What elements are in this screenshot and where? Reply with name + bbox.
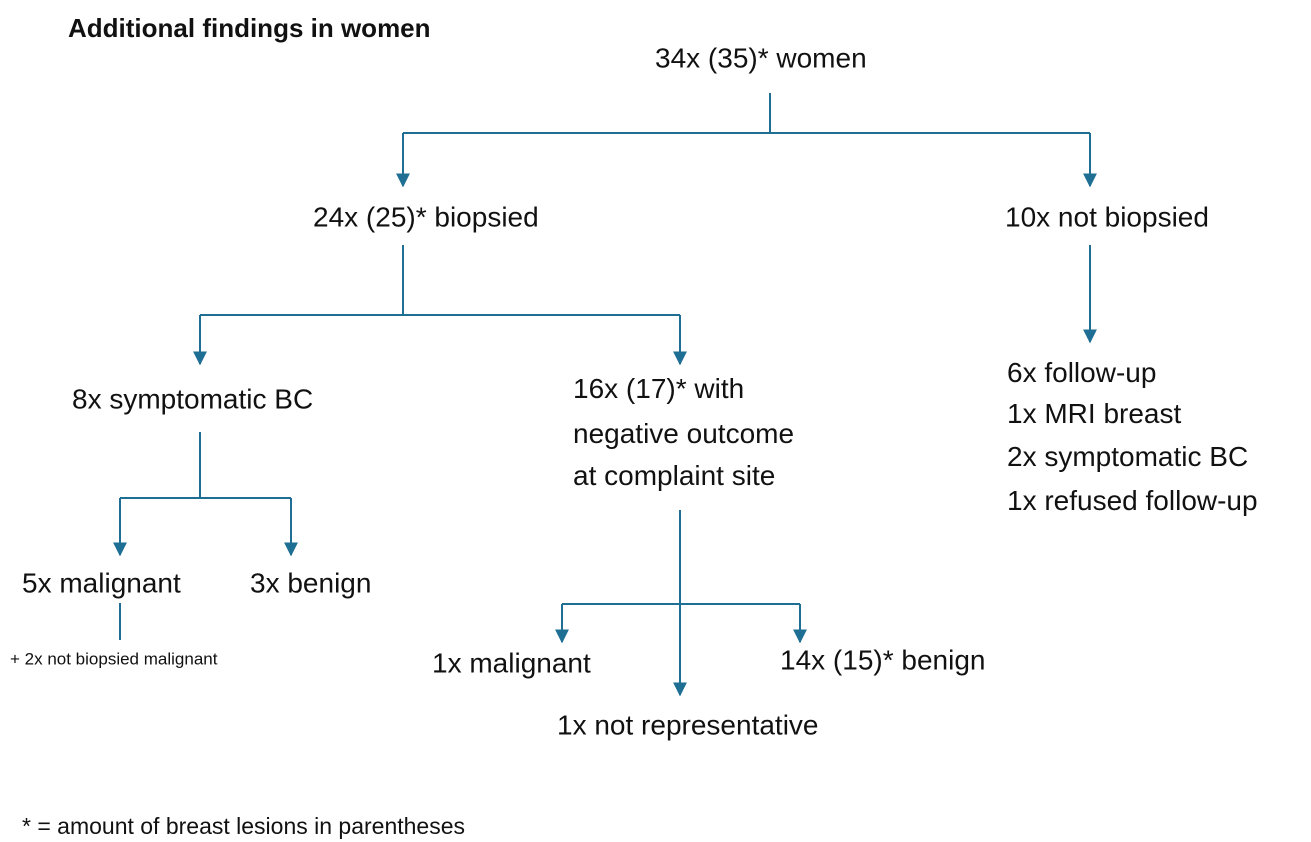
title: Additional findings in women bbox=[68, 13, 431, 43]
node: 1x not representative bbox=[557, 709, 819, 740]
node: 16x (17)* with negative outcome at compl… bbox=[573, 373, 802, 491]
node-line: 1x refused follow-up bbox=[1007, 485, 1258, 516]
node: 24x (25)* biopsied bbox=[313, 201, 539, 232]
node-line: negative outcome bbox=[573, 418, 794, 449]
node: 34x (35)* women bbox=[655, 42, 867, 73]
node-line: at complaint site bbox=[573, 460, 775, 491]
node: 8x symptomatic BC bbox=[72, 383, 313, 414]
node: 5x malignant bbox=[22, 567, 181, 598]
node-line: 6x follow-up bbox=[1007, 357, 1156, 388]
connectors bbox=[113, 93, 1097, 697]
node-line: 1x MRI breast bbox=[1007, 398, 1181, 429]
node: 10x not biopsied bbox=[1005, 201, 1209, 232]
node: 3x benign bbox=[250, 567, 371, 598]
node: 1x malignant bbox=[432, 647, 591, 678]
node-line: 2x symptomatic BC bbox=[1007, 441, 1248, 472]
node: 14x (15)* benign bbox=[780, 644, 985, 675]
node-line: 16x (17)* with bbox=[573, 373, 744, 404]
footnote: * = amount of breast lesions in parenthe… bbox=[22, 813, 465, 839]
note: + 2x not biopsied malignant bbox=[10, 649, 218, 668]
node: 6x follow-up 1x MRI breast 2x symptomati… bbox=[1007, 357, 1258, 516]
